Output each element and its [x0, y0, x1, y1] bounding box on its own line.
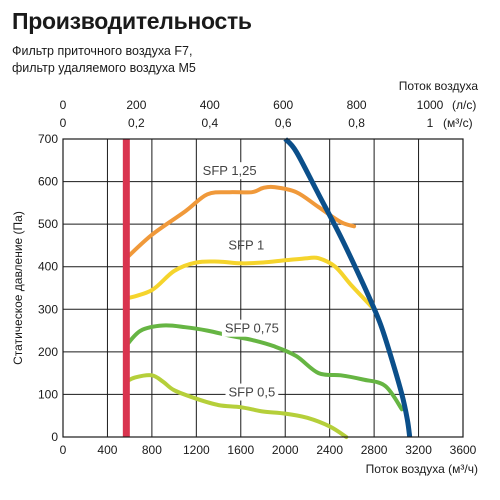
x-tick-label-0: 0 — [60, 443, 67, 457]
subtitle-line-2: фильтр удаляемого воздуха M5 — [12, 61, 196, 75]
max-fan-curve — [283, 137, 413, 438]
x-tick-label-2: 800 — [142, 443, 162, 457]
x-axis-label-top: Поток воздуха — [399, 79, 479, 93]
x-axis-label-bottom: Поток воздуха (м³/ч) — [366, 462, 478, 476]
series-line-3 — [124, 373, 349, 439]
y-tick-label-5: 500 — [38, 217, 58, 231]
top-row2-tick-1: 0,2 — [128, 116, 145, 130]
y-tick-label-0: 0 — [51, 430, 58, 444]
y-axis-label: Статическое давление (Па) — [11, 211, 25, 365]
top-row1-tick-0: 0 — [60, 98, 67, 112]
y-tick-label-4: 400 — [38, 260, 58, 274]
curve-labels: SFP 1,25 SFP 1 SFP 0,75 SFP 0,5 — [199, 162, 282, 401]
x-tick-label-7: 2800 — [361, 443, 388, 457]
plot-frame — [62, 138, 464, 438]
series-label-bg-2 — [221, 319, 282, 337]
x-tick-label-1: 400 — [97, 443, 117, 457]
x-tick-label-4: 1600 — [227, 443, 254, 457]
top-row2-tick-4: 0,8 — [348, 116, 365, 130]
series-label-bg-0 — [199, 162, 260, 180]
series-line-1 — [124, 255, 377, 312]
series-label-0: SFP 1,25 — [203, 163, 257, 178]
series-label-2: SFP 0,75 — [225, 321, 279, 336]
x-tick-label-5: 2000 — [272, 443, 299, 457]
page-title: Производительность — [12, 8, 252, 34]
top-row2-tick-2: 0,4 — [201, 116, 218, 130]
top-row1-unit: (л/с) — [452, 98, 476, 112]
top-row1-tick-5: 1000 — [417, 98, 444, 112]
x-tick-label-9: 3600 — [450, 443, 477, 457]
limit-lines — [122, 137, 413, 438]
top-row2-tick-3: 0,6 — [275, 116, 292, 130]
subtitle-line-1: Фильтр приточного воздуха F7, — [12, 44, 193, 58]
top-row2-tick-0: 0 — [60, 116, 67, 130]
y-tick-label-2: 200 — [38, 345, 58, 359]
y-tick-label-6: 600 — [38, 175, 58, 189]
series-label-3: SFP 0,5 — [229, 385, 276, 400]
series-label-bg-3 — [225, 383, 279, 401]
top-row2-tick-5: 1 — [427, 116, 434, 130]
x-tick-label-3: 1200 — [183, 443, 210, 457]
x-tick-label-6: 2400 — [316, 443, 343, 457]
tick-labels: 0 400 800 1200 1600 2000 2400 2800 3200 360001002… — [38, 98, 477, 457]
top-row2-unit: (м³/с) — [443, 116, 473, 130]
series-line-2 — [124, 323, 404, 412]
series-line-0 — [124, 184, 357, 261]
x-tick-label-8: 3200 — [405, 443, 432, 457]
series-group — [124, 184, 404, 439]
plot-border — [62, 138, 464, 438]
top-row1-tick-2: 400 — [200, 98, 220, 112]
y-tick-label-1: 100 — [38, 387, 58, 401]
y-tick-label-3: 300 — [38, 302, 58, 316]
y-tick-label-7: 700 — [38, 132, 58, 146]
top-row1-tick-3: 600 — [273, 98, 293, 112]
series-label-1: SFP 1 — [228, 238, 264, 253]
top-row1-tick-4: 800 — [347, 98, 367, 112]
top-row1-tick-1: 200 — [126, 98, 146, 112]
